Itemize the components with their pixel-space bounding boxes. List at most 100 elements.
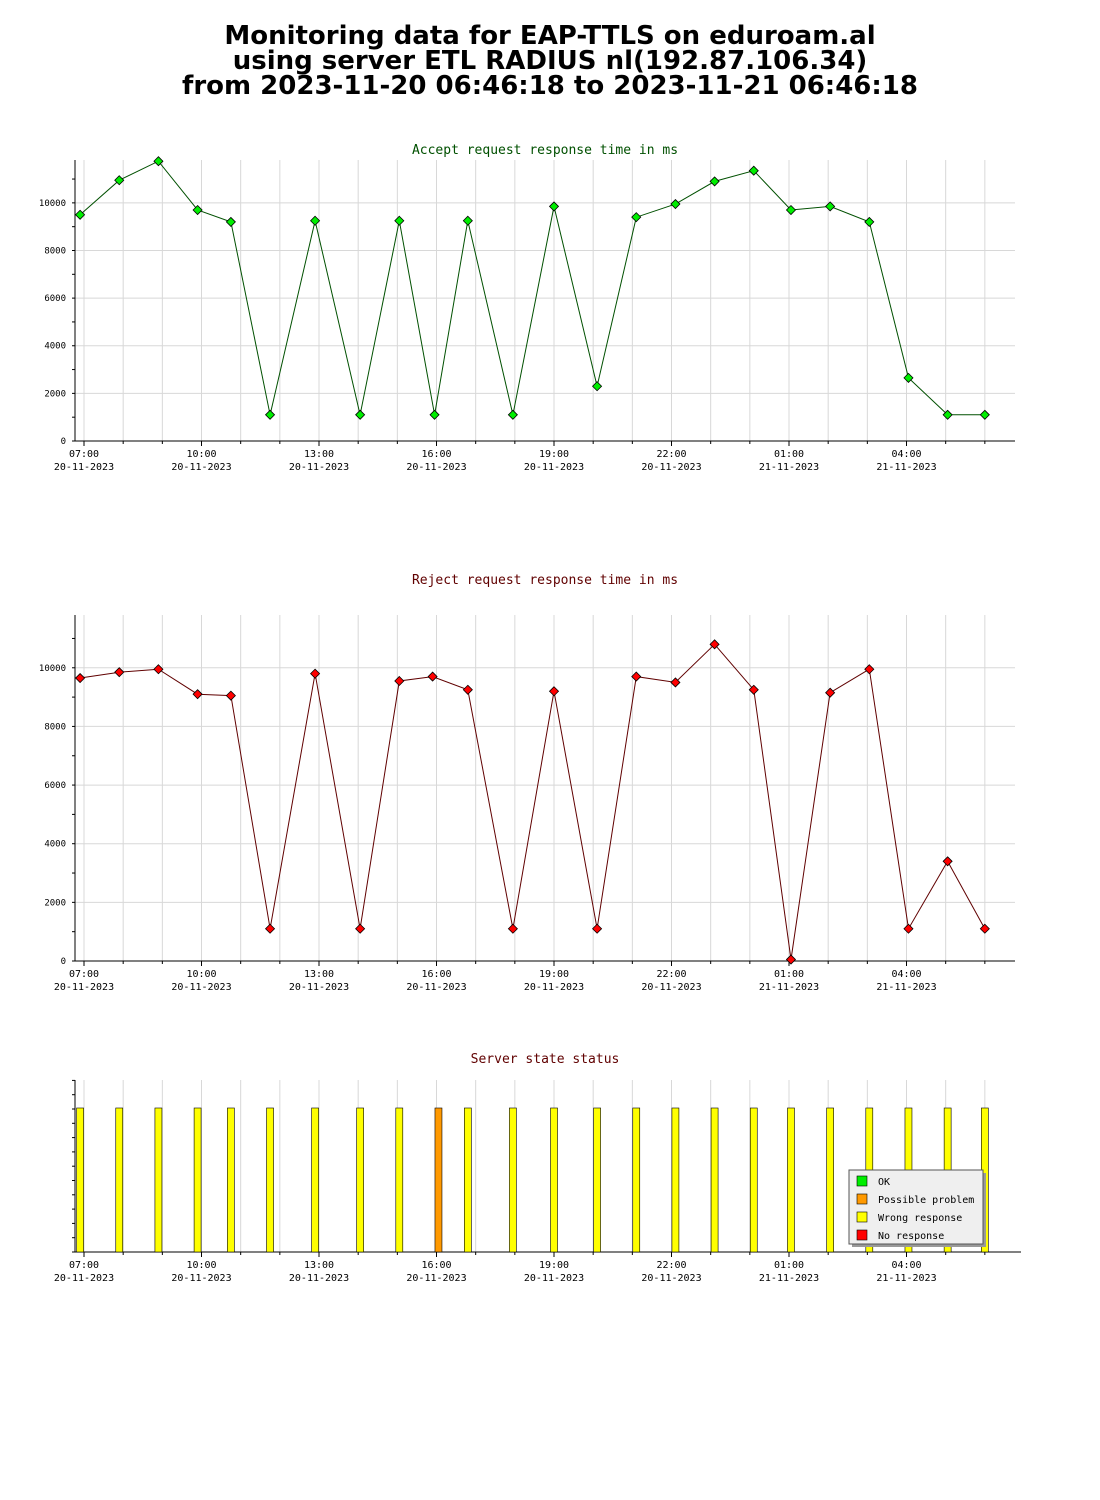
reject-x-tick-date: 20-11-2023 [524, 982, 584, 993]
reject-data-point [748, 684, 759, 695]
accept-data-point [75, 209, 86, 220]
status-x-tick-date: 20-11-2023 [289, 1273, 349, 1284]
reject-y-tick-label: 4000 [44, 840, 66, 850]
accept-data-point [979, 409, 990, 420]
accept-x-tick-time: 13:00 [304, 449, 334, 460]
reject-x-tick-date: 21-11-2023 [759, 982, 819, 993]
server-status-chart: Server state status 07:00 20-11-2023 10:00 2… [54, 1052, 1021, 1284]
reject-data-point [864, 664, 875, 675]
reject-x-tick-time: 01:00 [774, 969, 804, 980]
reject-x-tick-time: 10:00 [186, 969, 216, 980]
accept-data-point [310, 215, 321, 226]
status-bar [787, 1107, 795, 1253]
reject-data-point [75, 672, 86, 684]
status-x-tick-date: 20-11-2023 [406, 1273, 466, 1284]
reject-y-tick-label: 10000 [39, 664, 66, 674]
reject-x-tick-date: 20-11-2023 [171, 982, 231, 993]
accept-x-tick-date: 20-11-2023 [524, 462, 584, 473]
status-x-tick-date: 21-11-2023 [759, 1273, 819, 1284]
reject-data-point [355, 923, 366, 934]
accept-data-point [709, 176, 720, 187]
accept-data-point [153, 156, 164, 167]
accept-data-point [264, 409, 276, 420]
legend-swatch-possible_problem [856, 1193, 868, 1205]
reject-data-point [979, 923, 990, 934]
reject-x-tick-time: 22:00 [656, 969, 686, 980]
status-x-tick-date: 21-11-2023 [876, 1273, 936, 1284]
accept-data-point [507, 409, 518, 420]
accept-data-point [462, 215, 473, 226]
reject-data-point [592, 923, 603, 934]
status-x-tick-time: 07:00 [69, 1260, 99, 1271]
status-x-tick-time: 04:00 [891, 1260, 921, 1271]
accept-data-point [592, 381, 603, 392]
reject-x-tick-date: 20-11-2023 [641, 982, 701, 993]
reject-x-tick-date: 20-11-2023 [406, 982, 466, 993]
legend-label-no_response: No response [878, 1231, 944, 1242]
reject-data-point [310, 668, 321, 679]
status-x-tick-time: 19:00 [539, 1260, 569, 1271]
status-bar [710, 1107, 719, 1253]
status-bar [395, 1107, 404, 1253]
status-x-tick-date: 20-11-2023 [171, 1273, 231, 1284]
accept-y-tick-label: 4000 [44, 342, 66, 352]
title-line-2: using server ETL RADIUS nl(192.87.106.34… [232, 46, 868, 76]
accept-x-tick-date: 20-11-2023 [641, 462, 701, 473]
status-bar [671, 1107, 680, 1253]
legend-box [848, 1169, 984, 1245]
status-x-tick-time: 13:00 [304, 1260, 334, 1271]
accept-x-tick-time: 19:00 [539, 449, 569, 460]
accept-data-point [670, 198, 681, 210]
accept-x-tick-time: 16:00 [421, 449, 451, 460]
legend-swatch-wrong_response [856, 1211, 868, 1223]
accept-data-point [631, 212, 642, 223]
reject-data-point [153, 664, 164, 675]
status-x-tick-time: 01:00 [774, 1260, 804, 1271]
title-line-1: Monitoring data for EAP-TTLS on eduroam.… [224, 21, 876, 51]
status-x-tick-date: 20-11-2023 [524, 1273, 584, 1284]
legend-label-possible_problem: Possible problem [878, 1195, 974, 1206]
accept-x-tick-time: 01:00 [774, 449, 804, 460]
accept-x-tick-time: 22:00 [656, 449, 686, 460]
accept-x-tick-date: 20-11-2023 [54, 462, 114, 473]
accept-data-point [785, 204, 797, 216]
accept-data-point [748, 165, 759, 176]
page-title: Monitoring data for EAP-TTLS on eduroam.… [0, 21, 1100, 99]
status-x-tick-date: 20-11-2023 [641, 1273, 701, 1284]
accept-y-tick-label: 2000 [44, 389, 66, 399]
reject-data-point [114, 667, 125, 678]
accept-x-tick-date: 20-11-2023 [406, 462, 466, 473]
reject-data-point [427, 671, 438, 682]
accept-x-tick-date: 20-11-2023 [171, 462, 231, 473]
reject-data-point [548, 686, 560, 697]
accept-y-tick-label: 6000 [44, 294, 66, 304]
reject-x-tick-time: 19:00 [539, 969, 569, 980]
status-bar [193, 1107, 202, 1253]
accept-data-point [548, 201, 560, 212]
reject-y-tick-label: 0 [61, 957, 66, 967]
legend-swatch-ok [856, 1175, 868, 1187]
accept-data-point [429, 409, 440, 420]
status-bar [464, 1107, 472, 1253]
reject-data-point [192, 689, 203, 700]
status-bar [632, 1107, 641, 1253]
accept-data-point [192, 204, 203, 216]
accept-y-tick-label: 0 [61, 437, 66, 447]
accept-y-tick-label: 10000 [39, 199, 66, 209]
reject-data-point [825, 687, 836, 698]
reject-data-point [670, 677, 681, 688]
legend-swatch-no_response [856, 1229, 868, 1241]
accept-x-tick-time: 04:00 [891, 449, 921, 460]
status-x-tick-time: 22:00 [656, 1260, 686, 1271]
accept-series-line [79, 160, 985, 416]
status-bar [356, 1107, 364, 1253]
reject-x-tick-date: 20-11-2023 [289, 982, 349, 993]
status-bar [550, 1107, 558, 1253]
accept-x-tick-time: 10:00 [186, 449, 216, 460]
status-bar [434, 1107, 443, 1253]
reject-data-point [903, 923, 914, 934]
status-chart-title: Server state status [471, 1052, 620, 1067]
status-bar [76, 1107, 84, 1253]
status-bar [266, 1107, 274, 1253]
reject-x-tick-time: 13:00 [304, 969, 334, 980]
